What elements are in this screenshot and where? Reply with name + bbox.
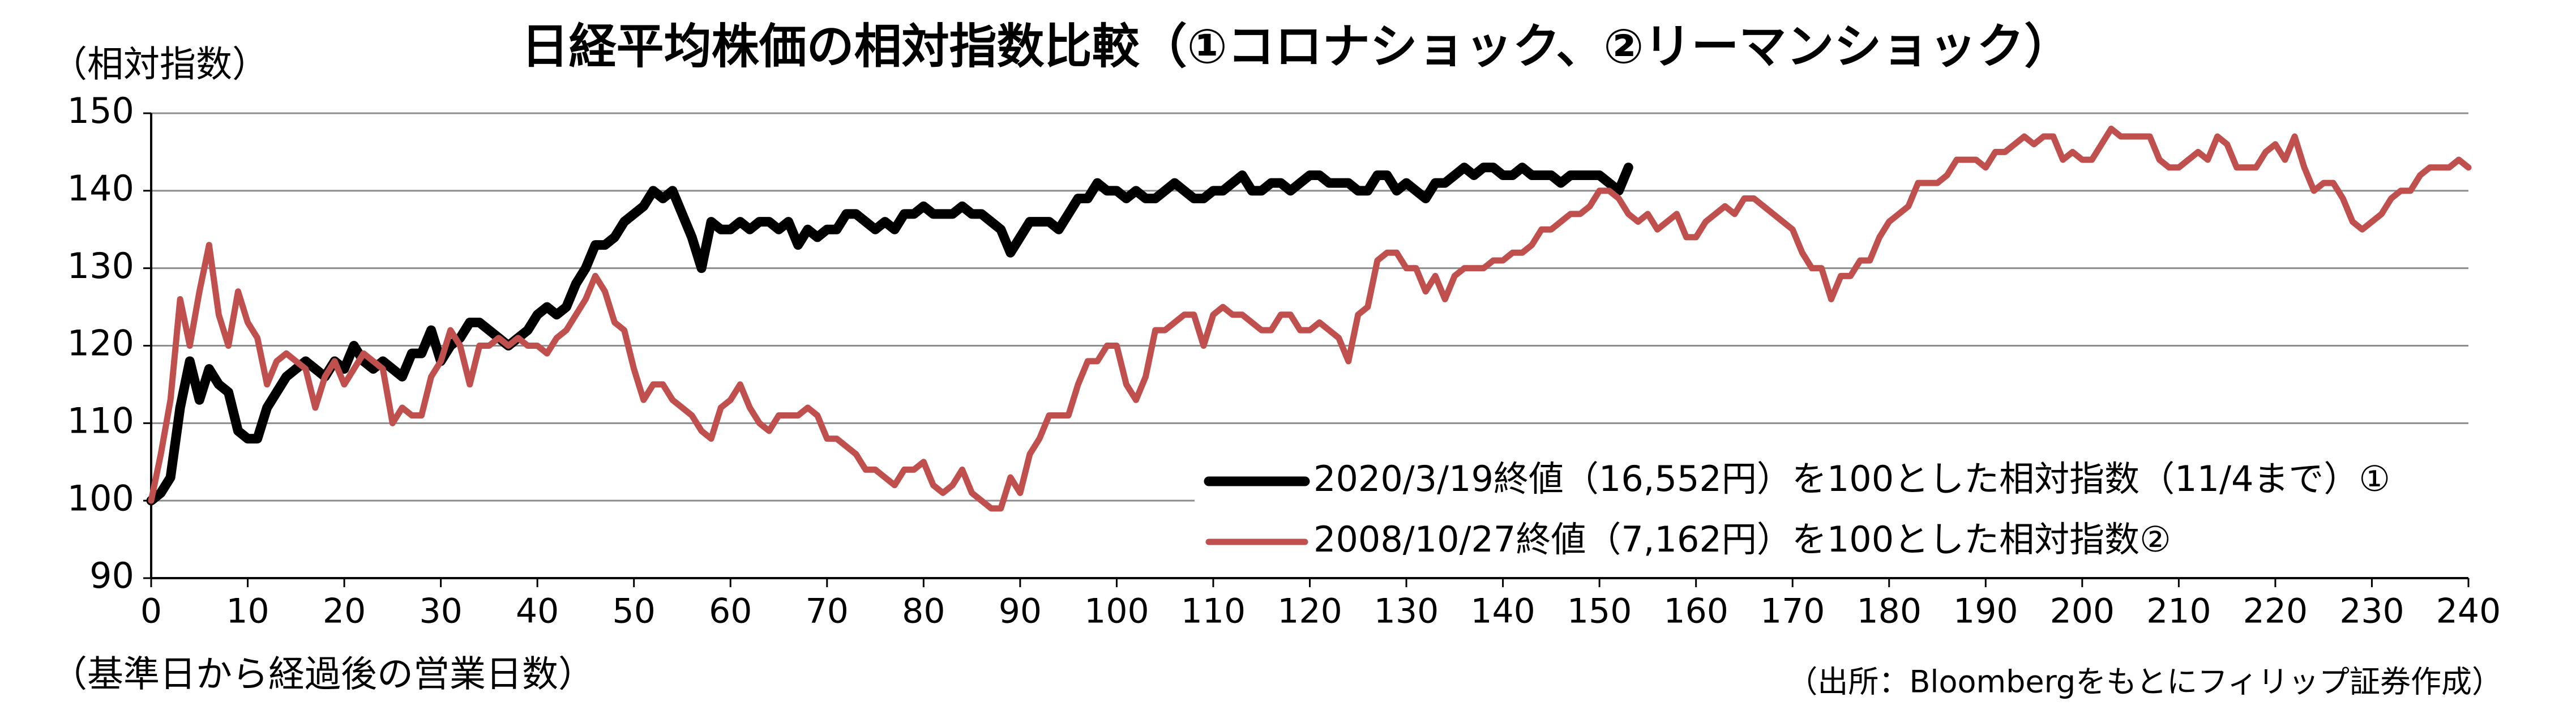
x-tick-label: 80 bbox=[902, 592, 945, 631]
y-tick-label: 100 bbox=[67, 477, 134, 519]
x-axis-label: （基準日から経過後の営業日数） bbox=[51, 654, 594, 696]
x-tick-label: 210 bbox=[2146, 592, 2211, 631]
chart-title: 日経平均株価の相対指数比較（①コロナショック、②リーマンショック） bbox=[521, 19, 2072, 74]
y-axis-label: （相対指数） bbox=[51, 44, 268, 86]
legend-bg bbox=[1195, 456, 2468, 507]
x-tick-label: 150 bbox=[1567, 592, 1632, 631]
x-tick-label: 40 bbox=[516, 592, 559, 631]
legend-bg bbox=[1195, 516, 2468, 567]
y-tick-label: 90 bbox=[89, 555, 134, 596]
source-note: （出所：Bloombergをもとにフィリップ証券作成） bbox=[1787, 664, 2502, 700]
y-tick-label: 150 bbox=[67, 90, 134, 131]
x-tick-label: 170 bbox=[1760, 592, 1825, 631]
x-tick-label: 140 bbox=[1470, 592, 1535, 631]
x-tick-label: 20 bbox=[323, 592, 366, 631]
series-line bbox=[146, 163, 1633, 506]
x-tick-label: 130 bbox=[1374, 592, 1439, 631]
x-tick-label: 50 bbox=[613, 592, 656, 631]
x-tick-label: 220 bbox=[2243, 592, 2308, 631]
x-tick-label: 240 bbox=[2436, 592, 2501, 631]
legend-label: 2008/10/27終値（7,162円）を100とした相対指数② bbox=[1313, 519, 2171, 560]
x-tick-label: 0 bbox=[140, 592, 162, 631]
x-tick-label: 180 bbox=[1856, 592, 1922, 631]
x-tick-label: 70 bbox=[806, 592, 849, 631]
x-tick-label: 190 bbox=[1953, 592, 2018, 631]
x-tick-label: 200 bbox=[2050, 592, 2115, 631]
x-tick-label: 60 bbox=[709, 592, 752, 631]
x-tick-label: 230 bbox=[2339, 592, 2404, 631]
y-tick-label: 140 bbox=[67, 168, 134, 209]
x-tick-label: 10 bbox=[226, 592, 269, 631]
x-tick-label: 30 bbox=[419, 592, 462, 631]
y-tick-label: 130 bbox=[67, 245, 134, 287]
series-line bbox=[148, 125, 2472, 512]
x-tick-label: 90 bbox=[999, 592, 1042, 631]
y-tick-label: 120 bbox=[67, 323, 134, 364]
x-tick-label: 110 bbox=[1181, 592, 1246, 631]
x-tick-label: 120 bbox=[1277, 592, 1342, 631]
y-tick-label: 110 bbox=[67, 400, 134, 441]
legend-label: 2020/3/19終値（16,552円）を100とした相対指数（11/4まで）① bbox=[1313, 458, 2390, 499]
x-tick-label: 100 bbox=[1084, 592, 1149, 631]
x-tick-label: 160 bbox=[1663, 592, 1728, 631]
